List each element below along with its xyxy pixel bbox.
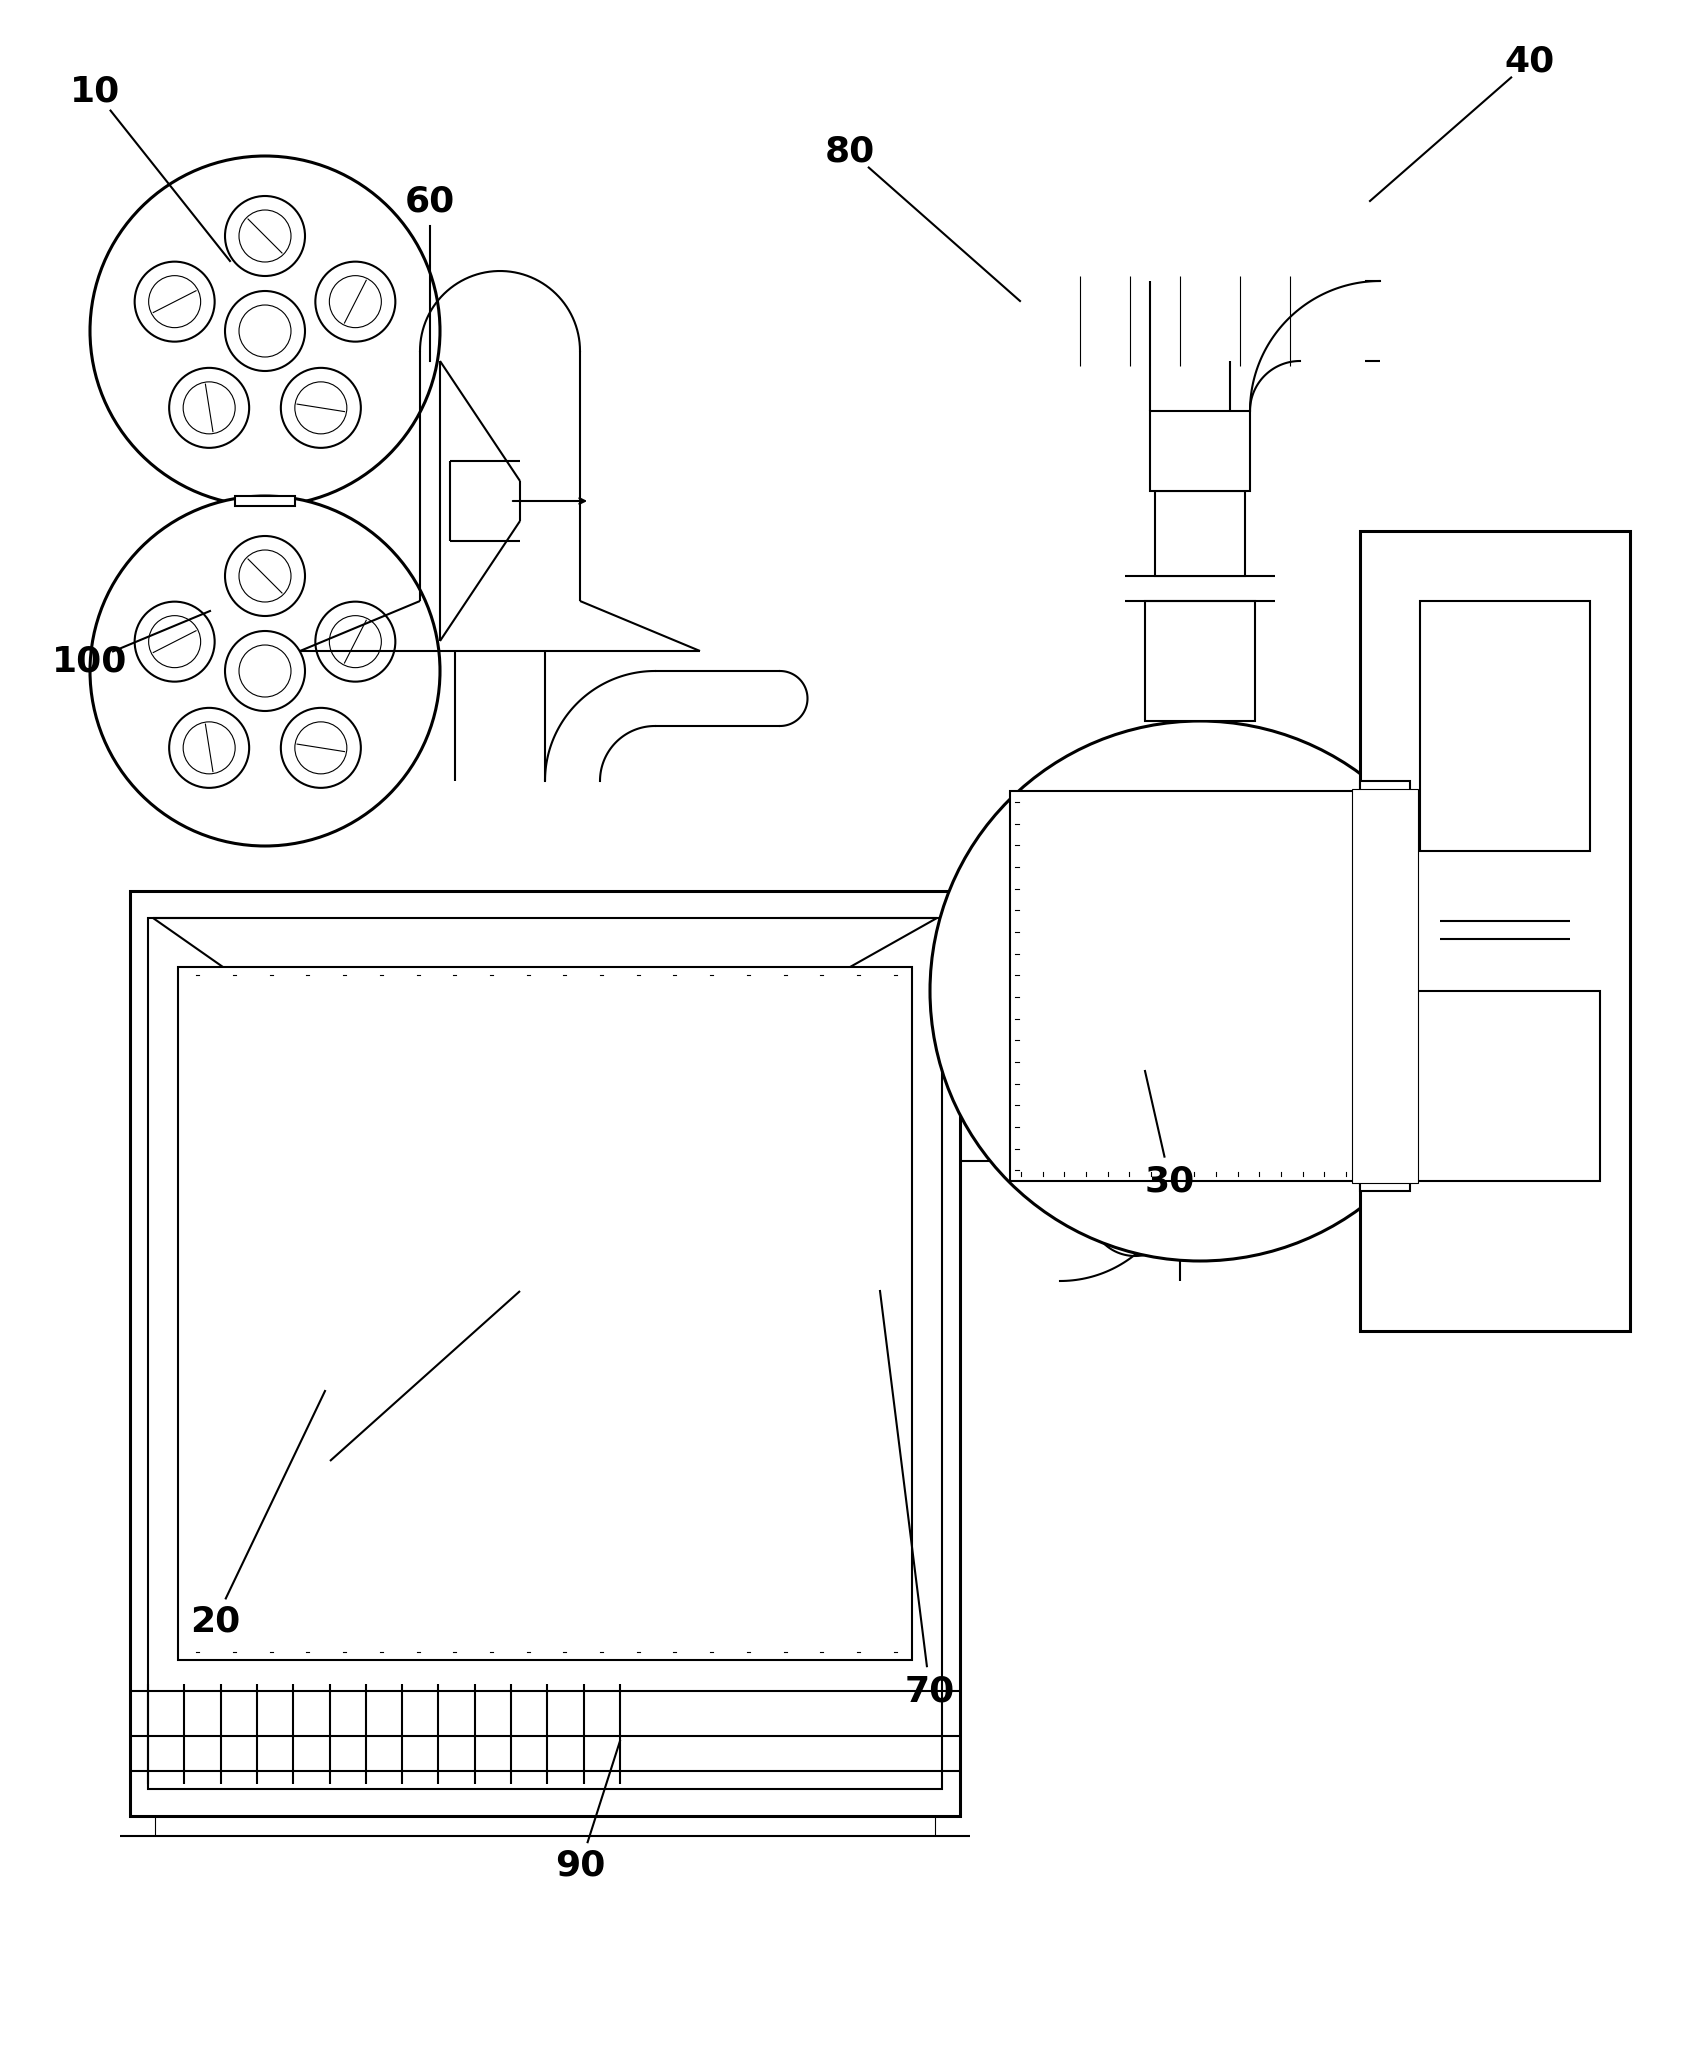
Bar [1410, 991, 1600, 1181]
Bar [1144, 601, 1255, 722]
Bar [147, 919, 941, 1788]
Text: 30: 30 [1144, 1165, 1195, 1198]
Circle shape [295, 381, 347, 435]
Bar [1353, 790, 1419, 1183]
Circle shape [239, 306, 291, 357]
Circle shape [183, 722, 235, 773]
Text: 60: 60 [405, 185, 455, 217]
Circle shape [135, 601, 215, 681]
Circle shape [281, 367, 361, 447]
Circle shape [239, 550, 291, 603]
Circle shape [239, 644, 291, 697]
Circle shape [225, 291, 305, 371]
Text: 100: 100 [52, 644, 127, 679]
Bar [130, 890, 960, 1815]
Circle shape [315, 263, 396, 343]
Bar [1155, 490, 1244, 576]
Circle shape [169, 708, 249, 788]
Circle shape [225, 632, 305, 712]
Bar [1011, 792, 1400, 1181]
Circle shape [90, 156, 440, 507]
Circle shape [90, 496, 440, 845]
Text: 80: 80 [824, 133, 875, 168]
Text: 90: 90 [555, 1850, 604, 1883]
Text: 40: 40 [1505, 43, 1556, 78]
Circle shape [149, 275, 201, 328]
Circle shape [169, 367, 249, 447]
Bar [1359, 531, 1630, 1331]
Text: 70: 70 [904, 1674, 955, 1708]
Circle shape [1470, 1210, 1569, 1311]
Circle shape [149, 615, 201, 669]
Circle shape [239, 209, 291, 263]
Bar [235, 496, 295, 507]
Bar [178, 966, 913, 1659]
Circle shape [929, 722, 1470, 1261]
Circle shape [330, 275, 381, 328]
Circle shape [183, 381, 235, 435]
Bar [1359, 820, 1390, 1151]
Circle shape [135, 263, 215, 343]
Circle shape [225, 197, 305, 277]
Circle shape [295, 722, 347, 773]
Circle shape [315, 601, 396, 681]
Bar [1420, 601, 1590, 851]
Circle shape [330, 615, 381, 669]
Text: 10: 10 [69, 74, 120, 109]
Circle shape [281, 708, 361, 788]
Bar [1359, 781, 1410, 1192]
Circle shape [225, 535, 305, 615]
Text: 20: 20 [190, 1604, 240, 1639]
Bar [1150, 410, 1249, 490]
